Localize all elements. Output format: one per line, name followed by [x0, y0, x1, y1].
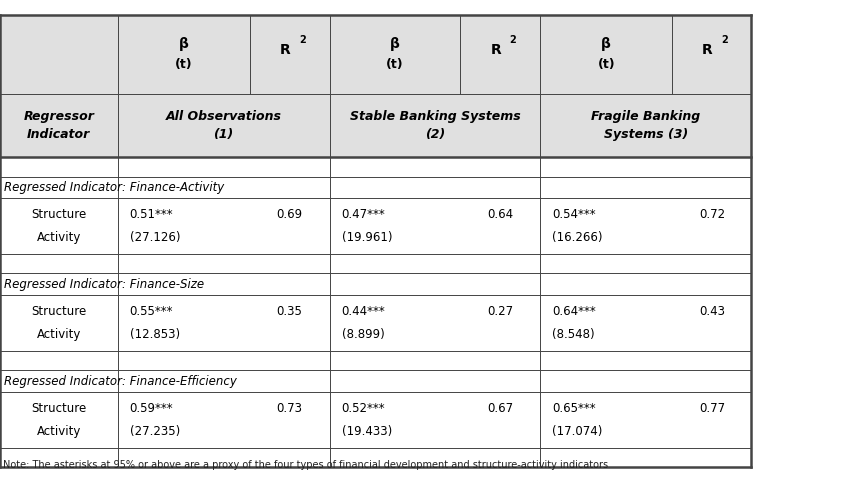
Bar [0, 198, 751, 254]
Text: 0.35: 0.35 [277, 305, 302, 318]
Text: Regressed Indicator: Finance-Size: Regressed Indicator: Finance-Size [4, 278, 204, 291]
Text: 0.27: 0.27 [487, 305, 513, 318]
Text: β: β [602, 37, 611, 51]
Text: R: R [491, 43, 501, 57]
Bar [0, 15, 751, 94]
Text: (1): (1) [214, 128, 233, 141]
Text: 0.73: 0.73 [277, 402, 302, 415]
Text: (8.899): (8.899) [342, 328, 384, 341]
Text: (t): (t) [386, 58, 404, 71]
Text: 0.69: 0.69 [277, 208, 302, 221]
Bar [0, 448, 751, 467]
Text: (16.266): (16.266) [552, 231, 602, 244]
Text: 0.43: 0.43 [699, 305, 725, 318]
Text: 0.67: 0.67 [487, 402, 513, 415]
Bar [0, 392, 751, 448]
Text: Activity: Activity [37, 328, 81, 341]
Text: (19.433): (19.433) [342, 425, 392, 438]
Bar [0, 370, 751, 392]
Bar [0, 351, 751, 370]
Text: 2: 2 [722, 35, 728, 45]
Text: 2: 2 [509, 35, 516, 45]
Text: 0.65***: 0.65*** [552, 402, 596, 415]
Text: Indicator: Indicator [27, 128, 90, 141]
Text: Stable Banking Systems: Stable Banking Systems [349, 110, 521, 122]
Text: Note: The asterisks at 95% or above are a proxy of the four types of financial d: Note: The asterisks at 95% or above are … [3, 460, 608, 469]
Text: 0.52***: 0.52*** [342, 402, 385, 415]
Text: (27.235): (27.235) [130, 425, 180, 438]
Text: Structure: Structure [32, 402, 86, 415]
Text: R: R [280, 43, 291, 57]
Text: 0.64: 0.64 [487, 208, 513, 221]
Text: Regressed Indicator: Finance-Activity: Regressed Indicator: Finance-Activity [4, 181, 225, 194]
Text: Structure: Structure [32, 305, 86, 318]
Bar [0, 273, 751, 295]
Text: Fragile Banking: Fragile Banking [591, 110, 700, 122]
Text: 0.44***: 0.44*** [342, 305, 385, 318]
Text: β: β [179, 37, 188, 51]
Text: All Observations: All Observations [165, 110, 282, 122]
Bar [0, 94, 751, 157]
Text: 0.59***: 0.59*** [130, 402, 173, 415]
Text: (t): (t) [597, 58, 615, 71]
Text: Activity: Activity [37, 425, 81, 438]
Text: 2: 2 [299, 35, 306, 45]
Text: 0.72: 0.72 [699, 208, 725, 221]
Text: (17.074): (17.074) [552, 425, 602, 438]
Text: β: β [390, 37, 400, 51]
Text: 0.54***: 0.54*** [552, 208, 596, 221]
Text: Structure: Structure [32, 208, 86, 221]
Text: (12.853): (12.853) [130, 328, 180, 341]
Bar [0, 177, 751, 198]
Bar [0, 157, 751, 177]
Text: 0.51***: 0.51*** [130, 208, 173, 221]
Text: 0.77: 0.77 [699, 402, 725, 415]
Text: 0.47***: 0.47*** [342, 208, 385, 221]
Text: (8.548): (8.548) [552, 328, 595, 341]
Text: Activity: Activity [37, 231, 81, 244]
Text: (19.961): (19.961) [342, 231, 392, 244]
Text: (2): (2) [425, 128, 445, 141]
Text: 0.64***: 0.64*** [552, 305, 596, 318]
Text: R: R [702, 43, 713, 57]
Text: (27.126): (27.126) [130, 231, 180, 244]
Text: 0.55***: 0.55*** [130, 305, 173, 318]
Text: Regressor: Regressor [23, 110, 95, 122]
Text: (t): (t) [175, 58, 193, 71]
Text: Regressed Indicator: Finance-Efficiency: Regressed Indicator: Finance-Efficiency [4, 375, 237, 388]
Text: Systems (3): Systems (3) [604, 128, 688, 141]
Bar [0, 254, 751, 273]
Bar [0, 295, 751, 351]
